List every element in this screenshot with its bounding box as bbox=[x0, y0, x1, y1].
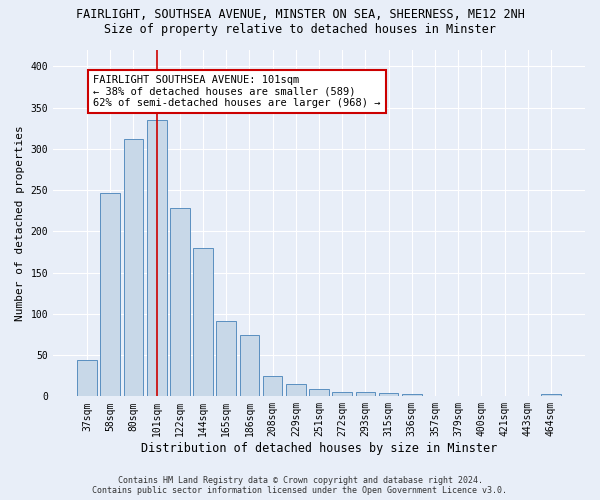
X-axis label: Distribution of detached houses by size in Minster: Distribution of detached houses by size … bbox=[141, 442, 497, 455]
Bar bbox=[193, 248, 213, 396]
Bar bbox=[170, 208, 190, 396]
Bar bbox=[217, 322, 236, 396]
Bar bbox=[402, 394, 422, 396]
Text: FAIRLIGHT, SOUTHSEA AVENUE, MINSTER ON SEA, SHEERNESS, ME12 2NH: FAIRLIGHT, SOUTHSEA AVENUE, MINSTER ON S… bbox=[76, 8, 524, 20]
Bar bbox=[309, 389, 329, 396]
Bar bbox=[379, 393, 398, 396]
Bar bbox=[100, 194, 120, 396]
Bar bbox=[332, 392, 352, 396]
Bar bbox=[286, 384, 305, 396]
Bar bbox=[356, 392, 375, 396]
Text: FAIRLIGHT SOUTHSEA AVENUE: 101sqm
← 38% of detached houses are smaller (589)
62%: FAIRLIGHT SOUTHSEA AVENUE: 101sqm ← 38% … bbox=[94, 74, 381, 108]
Bar bbox=[77, 360, 97, 397]
Y-axis label: Number of detached properties: Number of detached properties bbox=[15, 126, 25, 321]
Bar bbox=[239, 336, 259, 396]
Bar bbox=[263, 376, 283, 396]
Bar bbox=[147, 120, 167, 396]
Text: Size of property relative to detached houses in Minster: Size of property relative to detached ho… bbox=[104, 22, 496, 36]
Bar bbox=[541, 394, 561, 396]
Text: Contains HM Land Registry data © Crown copyright and database right 2024.
Contai: Contains HM Land Registry data © Crown c… bbox=[92, 476, 508, 495]
Bar bbox=[124, 139, 143, 396]
